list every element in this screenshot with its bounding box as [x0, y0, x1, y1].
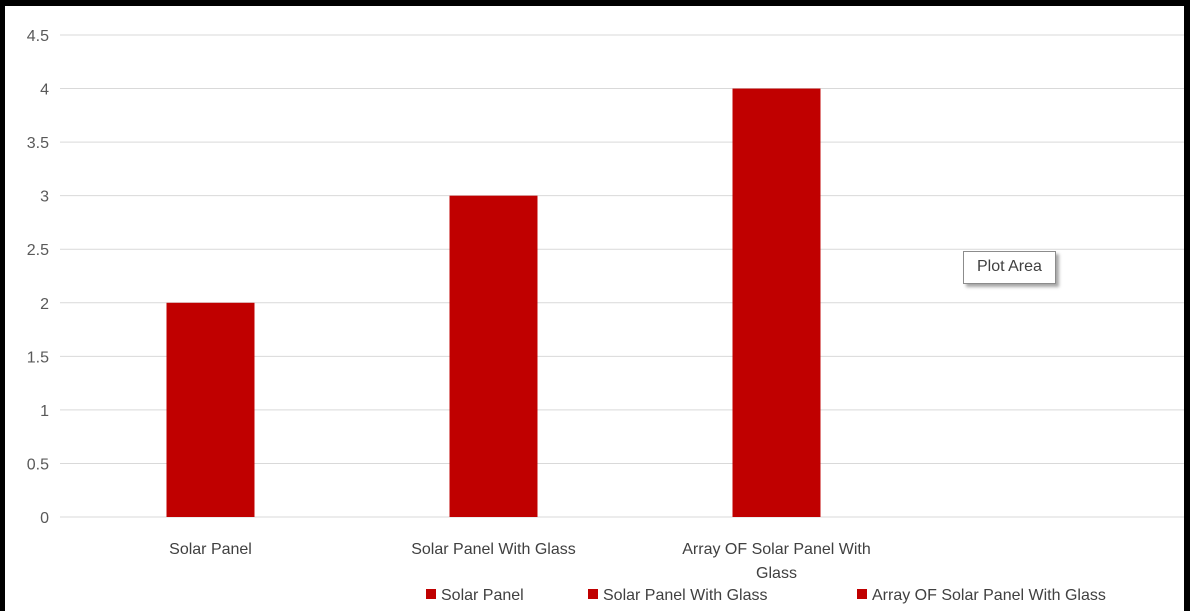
bar [732, 88, 821, 518]
legend-label: Solar Panel With Glass [603, 587, 768, 604]
y-tick-label: 2.5 [27, 242, 49, 259]
y-tick-label: 3 [40, 189, 49, 206]
legend-swatch [426, 589, 436, 599]
x-category-label: Array OF Solar Panel With [682, 541, 871, 558]
bar [449, 195, 538, 517]
plot-area-tooltip: Plot Area [963, 251, 1056, 284]
y-tick-label: 0 [40, 510, 49, 527]
x-category-label: Glass [756, 565, 797, 582]
x-category-label: Solar Panel [169, 541, 252, 558]
y-tick-label: 0.5 [27, 456, 49, 473]
y-tick-label: 2 [40, 296, 49, 313]
legend-swatch [857, 589, 867, 599]
y-tick-label: 1 [40, 403, 49, 420]
y-tick-label: 3.5 [27, 135, 49, 152]
y-tick-label: 4 [40, 82, 49, 99]
legend-label: Array OF Solar Panel With Glass [872, 587, 1106, 604]
y-tick-label: 4.5 [27, 28, 49, 45]
legend-label: Solar Panel [441, 587, 524, 604]
legend-swatch [588, 589, 598, 599]
x-category-label: Solar Panel With Glass [411, 541, 576, 558]
y-tick-label: 1.5 [27, 349, 49, 366]
bar [166, 302, 255, 517]
